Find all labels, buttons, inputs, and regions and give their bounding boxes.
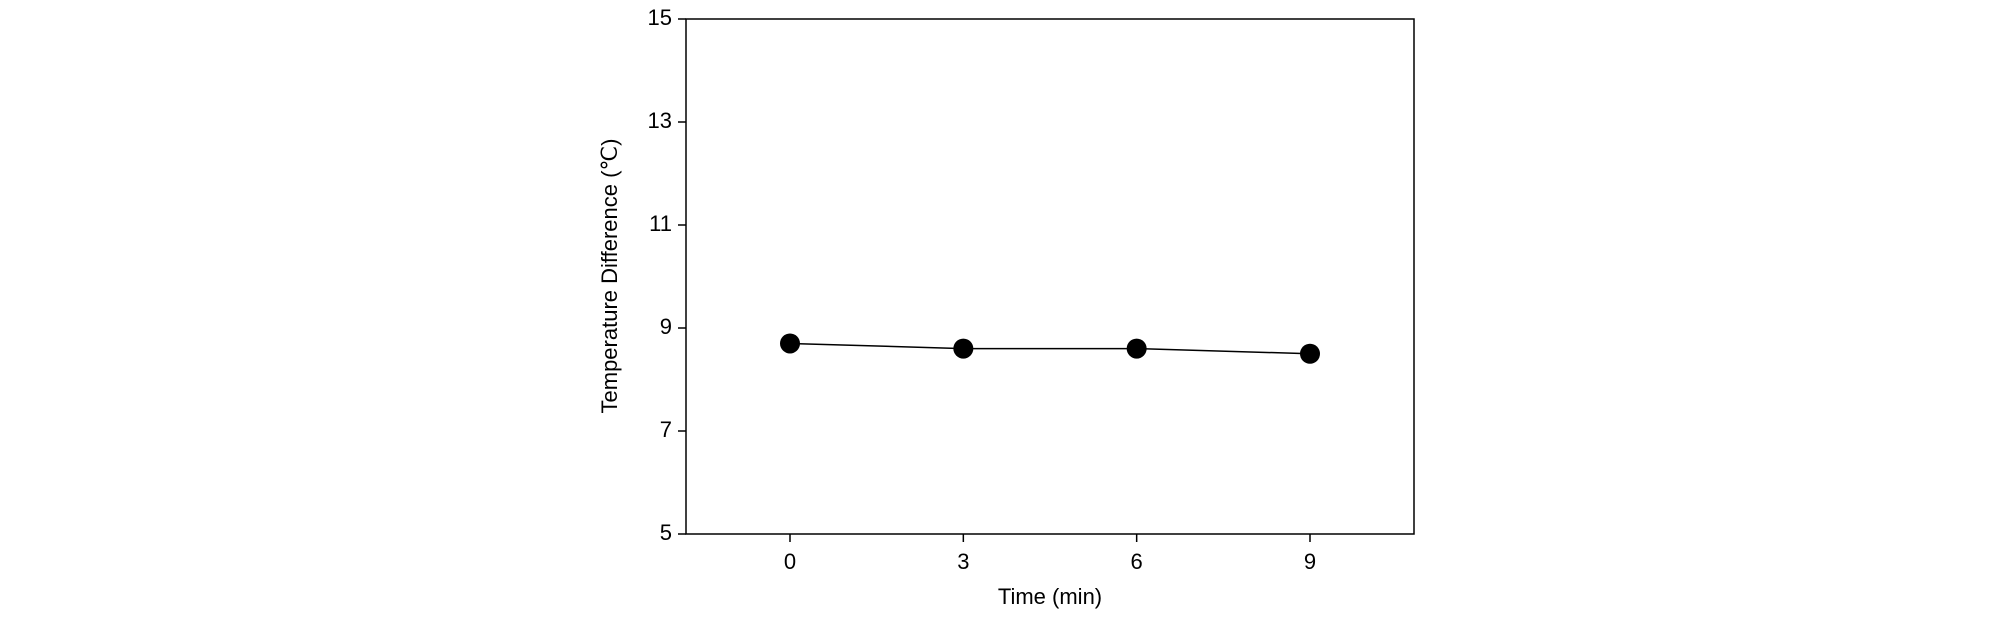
data-point	[1300, 343, 1320, 364]
y-tick-label: 7	[660, 417, 672, 442]
data-point	[780, 333, 800, 354]
y-tick-label: 11	[649, 211, 672, 236]
y-tick-label: 5	[660, 520, 672, 545]
plot-frame	[685, 18, 1415, 535]
data-point	[953, 338, 974, 359]
x-tick-label: 3	[957, 549, 969, 574]
y-tick-label: 15	[648, 5, 672, 30]
x-tick-label: 6	[1131, 549, 1143, 574]
y-axis-label: Temperature Difference (℃)	[597, 139, 622, 414]
series-line	[789, 342, 1311, 355]
x-axis-label: Time (min)	[998, 584, 1102, 609]
data-point	[1126, 338, 1147, 359]
y-tick-label: 13	[648, 108, 672, 133]
y-tick-label: 9	[660, 314, 672, 339]
x-tick-label: 9	[1304, 549, 1316, 574]
x-tick-label: 0	[784, 549, 796, 574]
